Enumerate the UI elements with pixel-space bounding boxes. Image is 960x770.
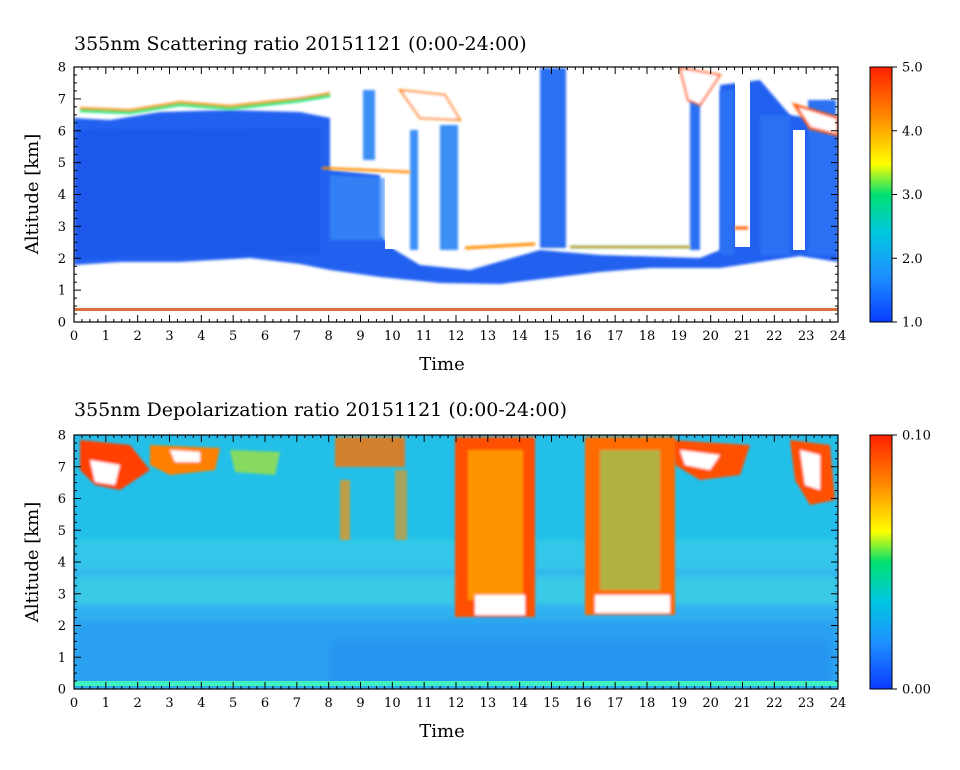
x-tick-label: 5 (229, 696, 237, 711)
x-tick-label: 21 (734, 696, 751, 711)
x-tick-label: 24 (830, 329, 847, 344)
x-tick-label: 4 (197, 696, 205, 711)
y-tick-label: 4 (58, 188, 66, 203)
colorbar-tick-label: 1.0 (902, 316, 923, 331)
x-tick-label: 23 (798, 329, 815, 344)
x-tick-label: 22 (766, 329, 783, 344)
x-tick-label: 9 (356, 696, 364, 711)
y-tick-label: 2 (58, 252, 66, 267)
colorbar-scattering (869, 66, 893, 323)
x-tick-label: 10 (384, 329, 401, 344)
y-axis-label-depolarization: Altitude [km] (22, 502, 43, 624)
y-tick-label: 4 (58, 556, 66, 571)
scattering-ratio-panel: 355nm Scattering ratio 20151121 (0:00-24… (22, 33, 923, 375)
axes-scattering: 0 1 2 3 4 5 6 7 8 9 10 11 12 13 14 15 16 17 18 19 20 21 22 23 24… (58, 61, 847, 345)
colorbar-tick-label: 4.0 (902, 124, 923, 139)
x-tick-label: 1 (102, 329, 110, 344)
y-tick-label: 6 (58, 124, 66, 139)
y-tick-label: 1 (58, 651, 66, 666)
x-tick-label: 3 (165, 329, 173, 344)
y-tick-label: 3 (58, 587, 66, 602)
y-tick-label: 5 (58, 524, 66, 539)
x-axis-label-scattering: Time (419, 354, 464, 375)
depolarization-ratio-panel: 355nm Depolarization ratio 20151121 (0:0… (22, 399, 931, 742)
colorbar-ticks-scattering: 1.0 2.0 3.0 4.0 5.0 (892, 61, 923, 331)
x-tick-label: 9 (356, 329, 364, 344)
x-tick-label: 16 (575, 696, 592, 711)
depolarization-ratio-heatmap (74, 435, 838, 689)
y-axis-label-scattering: Altitude [km] (22, 134, 43, 256)
x-tick-label: 11 (416, 329, 433, 344)
x-tick-label: 14 (511, 329, 528, 344)
x-tick-label: 8 (325, 329, 333, 344)
y-tick-label: 0 (58, 683, 66, 698)
x-tick-label: 23 (798, 696, 815, 711)
x-tick-label: 19 (671, 696, 688, 711)
colorbar-tick-label: 0.10 (902, 429, 931, 444)
x-axis-label-depolarization: Time (419, 721, 464, 742)
y-tick-label: 5 (58, 156, 66, 171)
x-tick-label: 6 (261, 329, 269, 344)
x-tick-label: 12 (448, 696, 465, 711)
axes-depolarization: 0 1 2 3 4 5 6 7 8 9 10 11 12 13 14 15 16 17 18 19 20 21 22 23 24… (58, 429, 847, 712)
x-tick-label: 10 (384, 696, 401, 711)
y-tick-label: 2 (58, 619, 66, 634)
x-tick-label: 2 (134, 696, 142, 711)
x-tick-label: 11 (416, 696, 433, 711)
x-tick-label: 7 (293, 696, 301, 711)
x-tick-label: 12 (448, 329, 465, 344)
y-tick-label: 6 (58, 492, 66, 507)
scattering-ratio-heatmap (74, 67, 838, 322)
chart-title-scattering: 355nm Scattering ratio 20151121 (0:00-24… (74, 33, 527, 55)
x-tick-label: 17 (607, 696, 624, 711)
x-tick-label: 5 (229, 329, 237, 344)
x-tick-label: 0 (70, 329, 78, 344)
x-tick-label: 3 (165, 696, 173, 711)
x-tick-label: 17 (607, 329, 624, 344)
x-tick-label: 6 (261, 696, 269, 711)
y-tick-label: 7 (58, 460, 66, 475)
x-tick-label: 24 (830, 696, 847, 711)
x-tick-label: 15 (543, 696, 560, 711)
y-tick-label: 3 (58, 220, 66, 235)
colorbar-tick-label: 3.0 (902, 188, 923, 203)
x-tick-label: 8 (325, 696, 333, 711)
y-tick-label: 7 (58, 92, 66, 107)
x-tick-label: 20 (702, 696, 719, 711)
x-tick-label: 4 (197, 329, 205, 344)
x-tick-label: 1 (102, 696, 110, 711)
colorbar-ticks-depolarization: 0.00 0.10 (892, 429, 931, 698)
colorbar-tick-label: 0.00 (902, 683, 931, 698)
y-tick-label: 1 (58, 284, 66, 299)
x-tick-label: 15 (543, 329, 560, 344)
x-tick-label: 16 (575, 329, 592, 344)
x-tick-label: 20 (702, 329, 719, 344)
x-tick-label: 13 (480, 329, 497, 344)
x-tick-label: 7 (293, 329, 301, 344)
x-tick-label: 19 (671, 329, 688, 344)
y-tick-label: 0 (58, 316, 66, 331)
x-tick-label: 18 (639, 696, 656, 711)
x-tick-label: 14 (511, 696, 528, 711)
y-tick-label: 8 (58, 429, 66, 444)
x-tick-label: 22 (766, 696, 783, 711)
x-tick-label: 13 (480, 696, 497, 711)
colorbar-depolarization (869, 434, 893, 690)
x-tick-label: 0 (70, 696, 78, 711)
chart-title-depolarization: 355nm Depolarization ratio 20151121 (0:0… (74, 399, 567, 421)
y-tick-label: 8 (58, 61, 66, 76)
colorbar-tick-label: 5.0 (902, 61, 923, 76)
x-tick-label: 21 (734, 329, 751, 344)
x-tick-label: 2 (134, 329, 142, 344)
colorbar-tick-label: 2.0 (902, 252, 923, 267)
x-tick-label: 18 (639, 329, 656, 344)
